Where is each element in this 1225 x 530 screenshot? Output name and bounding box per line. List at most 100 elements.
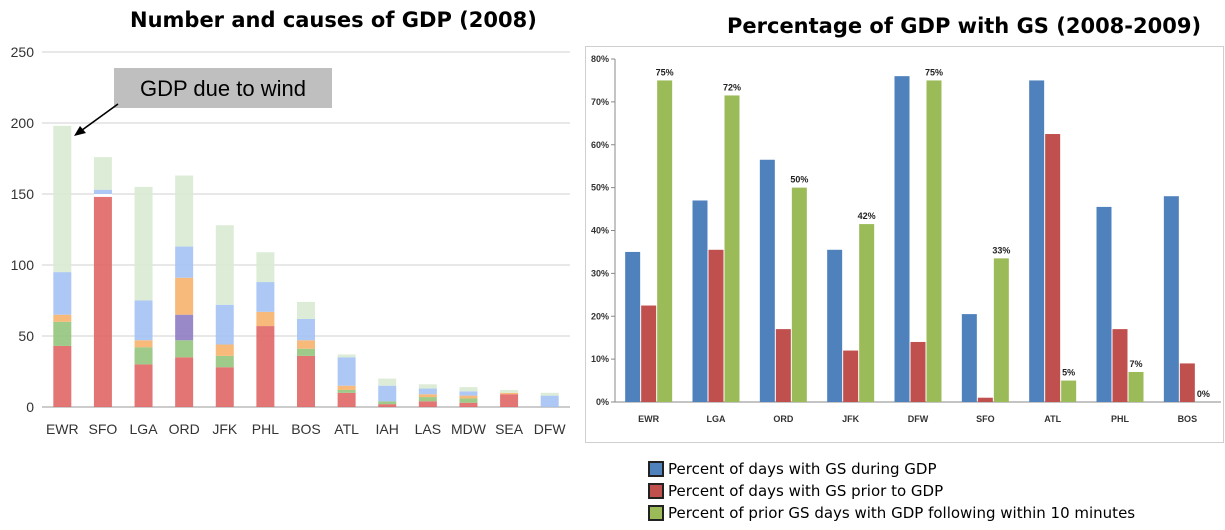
bar bbox=[657, 80, 673, 402]
bar-segment bbox=[215, 344, 234, 356]
bar-segment bbox=[175, 246, 194, 278]
bar-segment bbox=[418, 397, 437, 402]
callout-arrowhead bbox=[74, 126, 86, 136]
bar-segment bbox=[418, 394, 437, 398]
bar-segment bbox=[459, 391, 478, 396]
x-tick-label: EWR bbox=[638, 414, 659, 424]
bar bbox=[1096, 206, 1112, 402]
bar bbox=[859, 224, 875, 402]
left-chart-title: Number and causes of GDP (2008) bbox=[130, 8, 537, 32]
y-tick-label: 20% bbox=[591, 311, 609, 321]
bar-segment bbox=[134, 300, 153, 341]
x-tick-label: ATL bbox=[334, 421, 359, 437]
legend-swatch bbox=[648, 505, 664, 521]
bar-segment bbox=[256, 326, 275, 407]
bar bbox=[1128, 371, 1144, 402]
bar-segment bbox=[459, 402, 478, 407]
callout-box bbox=[114, 68, 332, 108]
bar-segment bbox=[53, 321, 72, 346]
bar-segment bbox=[378, 401, 397, 405]
left-chart-svg: 0 50 100 150 200 250 EWR SFO LGA ORD JFK PHL BOS ATL I… bbox=[11, 44, 570, 437]
bar-segment bbox=[53, 272, 72, 315]
y-tick-label: 10% bbox=[591, 354, 609, 364]
bar bbox=[1029, 80, 1045, 402]
bar-segment bbox=[540, 392, 559, 396]
bar-segment bbox=[337, 389, 356, 393]
x-tick-label: MDW bbox=[451, 421, 487, 437]
y-tick-label: 40% bbox=[591, 226, 609, 236]
legend-item-gdp-following: Percent of prior GS days with GDP follow… bbox=[648, 502, 1135, 524]
bar-segment bbox=[297, 340, 315, 349]
bar-segment bbox=[134, 186, 153, 301]
x-tick-label: SFO bbox=[976, 414, 995, 424]
data-label: 5% bbox=[1062, 368, 1075, 378]
y-tick-label: 250 bbox=[11, 44, 35, 60]
bar bbox=[625, 251, 641, 402]
bar-segment bbox=[215, 225, 234, 305]
bar-segment bbox=[215, 367, 234, 407]
bar-segment bbox=[93, 157, 112, 190]
legend-item-gs-during: Percent of days with GS during GDP bbox=[648, 458, 1135, 480]
bar-segment bbox=[337, 385, 356, 390]
x-tick-label: LGA bbox=[130, 421, 159, 437]
right-chart-title: Percentage of GDP with GS (2008-2009) bbox=[727, 14, 1202, 38]
bar-segment bbox=[53, 125, 72, 273]
bar bbox=[894, 76, 910, 403]
bar-segment bbox=[215, 304, 234, 345]
bar bbox=[775, 329, 791, 402]
bar-segment bbox=[175, 340, 194, 358]
bar-segment bbox=[337, 354, 356, 358]
y-tick-label: 60% bbox=[591, 140, 609, 150]
bar-segment bbox=[378, 378, 397, 386]
data-label: 50% bbox=[790, 175, 808, 185]
bar bbox=[1179, 363, 1195, 402]
x-tick-label: DFW bbox=[534, 421, 567, 437]
bar-segment bbox=[175, 314, 194, 341]
bar bbox=[843, 350, 859, 402]
data-label: 33% bbox=[992, 245, 1010, 255]
data-label: 42% bbox=[858, 211, 876, 221]
x-tick-label: LGA bbox=[707, 414, 726, 424]
bar bbox=[1061, 380, 1077, 402]
legend-label: Percent of prior GS days with GDP follow… bbox=[668, 504, 1136, 522]
callout-text: GDP due to wind bbox=[140, 76, 306, 101]
x-tick-label: ORD bbox=[169, 421, 200, 437]
bar-segment bbox=[93, 194, 112, 197]
bar bbox=[910, 341, 926, 402]
bar bbox=[641, 305, 657, 402]
bar-segment bbox=[540, 395, 559, 407]
bar-segment bbox=[175, 277, 194, 315]
bar-segment bbox=[337, 392, 356, 407]
bar bbox=[692, 200, 708, 402]
legend-label: Percent of days with GS prior to GDP bbox=[668, 482, 944, 500]
legend-item-gs-prior: Percent of days with GS prior to GDP bbox=[648, 480, 1135, 502]
bar-segment bbox=[297, 301, 315, 319]
y-tick-label: 0 bbox=[26, 399, 34, 415]
right-chart-svg: 0% 10% 20% 30% 40% 50% 60% 70% 80% 75% EWR 72% LGA 50… bbox=[585, 46, 1224, 443]
bar-segment bbox=[500, 389, 519, 393]
x-tick-label: SEA bbox=[495, 421, 524, 437]
x-tick-label: ATL bbox=[1044, 414, 1061, 424]
bar bbox=[926, 80, 942, 402]
bar bbox=[708, 249, 724, 402]
legend: Percent of days with GS during GDP Perce… bbox=[648, 458, 1135, 524]
x-tick-label: IAH bbox=[376, 421, 399, 437]
bar-segment bbox=[93, 189, 112, 194]
bar-segment bbox=[459, 387, 478, 392]
data-label: 75% bbox=[656, 67, 674, 77]
bar bbox=[1112, 329, 1128, 402]
bar bbox=[977, 397, 993, 402]
bar-segment bbox=[418, 388, 437, 395]
y-tick-label: 0% bbox=[596, 397, 609, 407]
bar-segment bbox=[53, 345, 72, 407]
bar-segment bbox=[134, 340, 153, 348]
bar-segment bbox=[337, 357, 356, 386]
bar-segment bbox=[459, 398, 478, 403]
y-tick-label: 80% bbox=[591, 54, 609, 64]
data-label: 75% bbox=[925, 67, 943, 77]
bar-segment bbox=[418, 384, 437, 389]
y-tick-label: 200 bbox=[11, 115, 35, 131]
y-tick-label: 50% bbox=[591, 183, 609, 193]
x-tick-label: BOS bbox=[1178, 414, 1198, 424]
bar-segment bbox=[500, 392, 519, 395]
